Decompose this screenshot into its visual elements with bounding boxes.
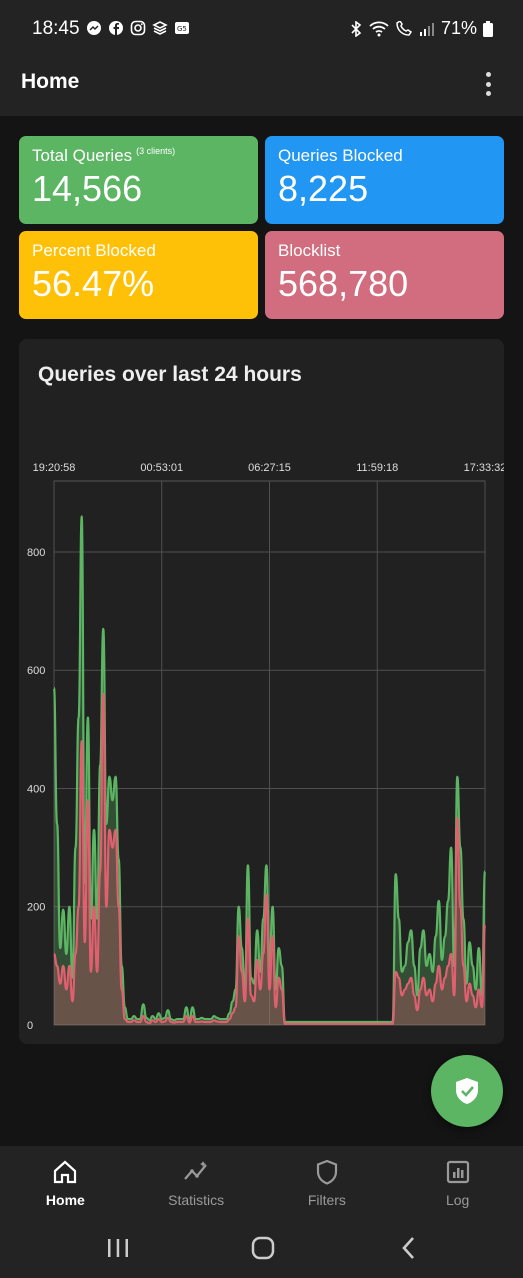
series-0-area [54,516,485,1025]
more-vert-icon[interactable] [481,70,495,98]
page-title: Home [21,70,80,93]
blocklist-label: Blocklist [278,241,341,260]
queries-blocked-label: Queries Blocked [278,146,403,165]
home-icon [54,1160,77,1184]
stats-icon [184,1161,207,1180]
battery-percent: 71% [440,18,477,38]
total-queries-label: Total Queries [32,146,133,165]
y-tick-label: 0 [27,1020,33,1032]
x-tick-label: 00:53:01 [140,462,183,474]
nav-log[interactable]: Log [392,1146,523,1214]
back-icon[interactable] [395,1234,423,1262]
nav-label-log: Log [445,1192,470,1208]
layers-icon [152,21,168,35]
clients-count: (3 clients) [136,146,176,157]
series-1-area [54,693,485,1025]
queries-chart[interactable]: 0 200 400 600 800 19:20:58 00:53:01 06:27:15 11:… [19,339,504,1044]
x-tick-label: 17:33:32 [464,462,504,474]
blocklist-card[interactable]: Blocklist 568,780 [265,231,504,319]
protection-toggle-button[interactable] [431,1055,503,1127]
status-right: 71% [349,18,493,39]
nav-statistics[interactable]: Statistics [131,1146,262,1214]
total-queries-card[interactable]: Total Queries (3 clients) 14,566 [19,136,258,224]
status-bar: 18:45 G5 71% [0,0,523,58]
percent-blocked-label: Percent Blocked [32,241,156,260]
app-bar: Home [0,58,523,116]
shield-check-icon [456,1078,478,1104]
y-tick-label: 800 [27,547,45,559]
app-icon: G5 [175,22,189,34]
percent-blocked-card[interactable]: Percent Blocked 56.47% [19,231,258,319]
status-time: 18:45 [32,18,80,39]
nav-home[interactable]: Home [0,1146,131,1214]
x-tick-label: 11:59:18 [356,462,398,474]
bluetooth-icon [351,20,362,37]
series-1-line [52,692,487,1025]
nav-label-statistics: Statistics [168,1192,225,1208]
svg-text:G5: G5 [177,25,187,33]
total-queries-value: 14,566 [32,168,143,209]
messenger-icon [87,21,101,35]
chart-title: Queries over last 24 hours [38,363,302,386]
signal-icon [419,22,434,36]
y-tick-label: 200 [27,902,45,914]
facebook-icon [109,21,123,35]
queries-blocked-card[interactable]: Queries Blocked 8,225 [265,136,504,224]
recents-icon[interactable] [104,1234,132,1262]
shield-icon [316,1159,337,1185]
log-icon [446,1160,469,1184]
queries-chart-card: Queries over last 24 hours 0 200 400 600 800… [19,339,504,1044]
instagram-icon [130,20,146,36]
x-tick-label: 06:27:15 [248,462,291,474]
percent-blocked-value: 56.47% [32,263,155,304]
home-circle-icon[interactable] [249,1234,277,1262]
y-tick-label: 600 [27,665,45,677]
x-tick-label: 19:20:58 [33,462,76,474]
system-navigation [0,1214,523,1278]
y-tick-label: 400 [27,783,45,795]
battery-icon [483,20,493,37]
wifi-icon [369,21,389,36]
bottom-navigation: Home Statistics Filters Log [0,1146,523,1214]
queries-blocked-value: 8,225 [278,168,369,209]
notification-icons: G5 [86,20,190,36]
call-icon [396,20,413,36]
nav-filters[interactable]: Filters [262,1146,393,1214]
nav-label-filters: Filters [307,1192,346,1208]
nav-label-home: Home [45,1192,85,1208]
blocklist-value: 568,780 [278,263,409,304]
